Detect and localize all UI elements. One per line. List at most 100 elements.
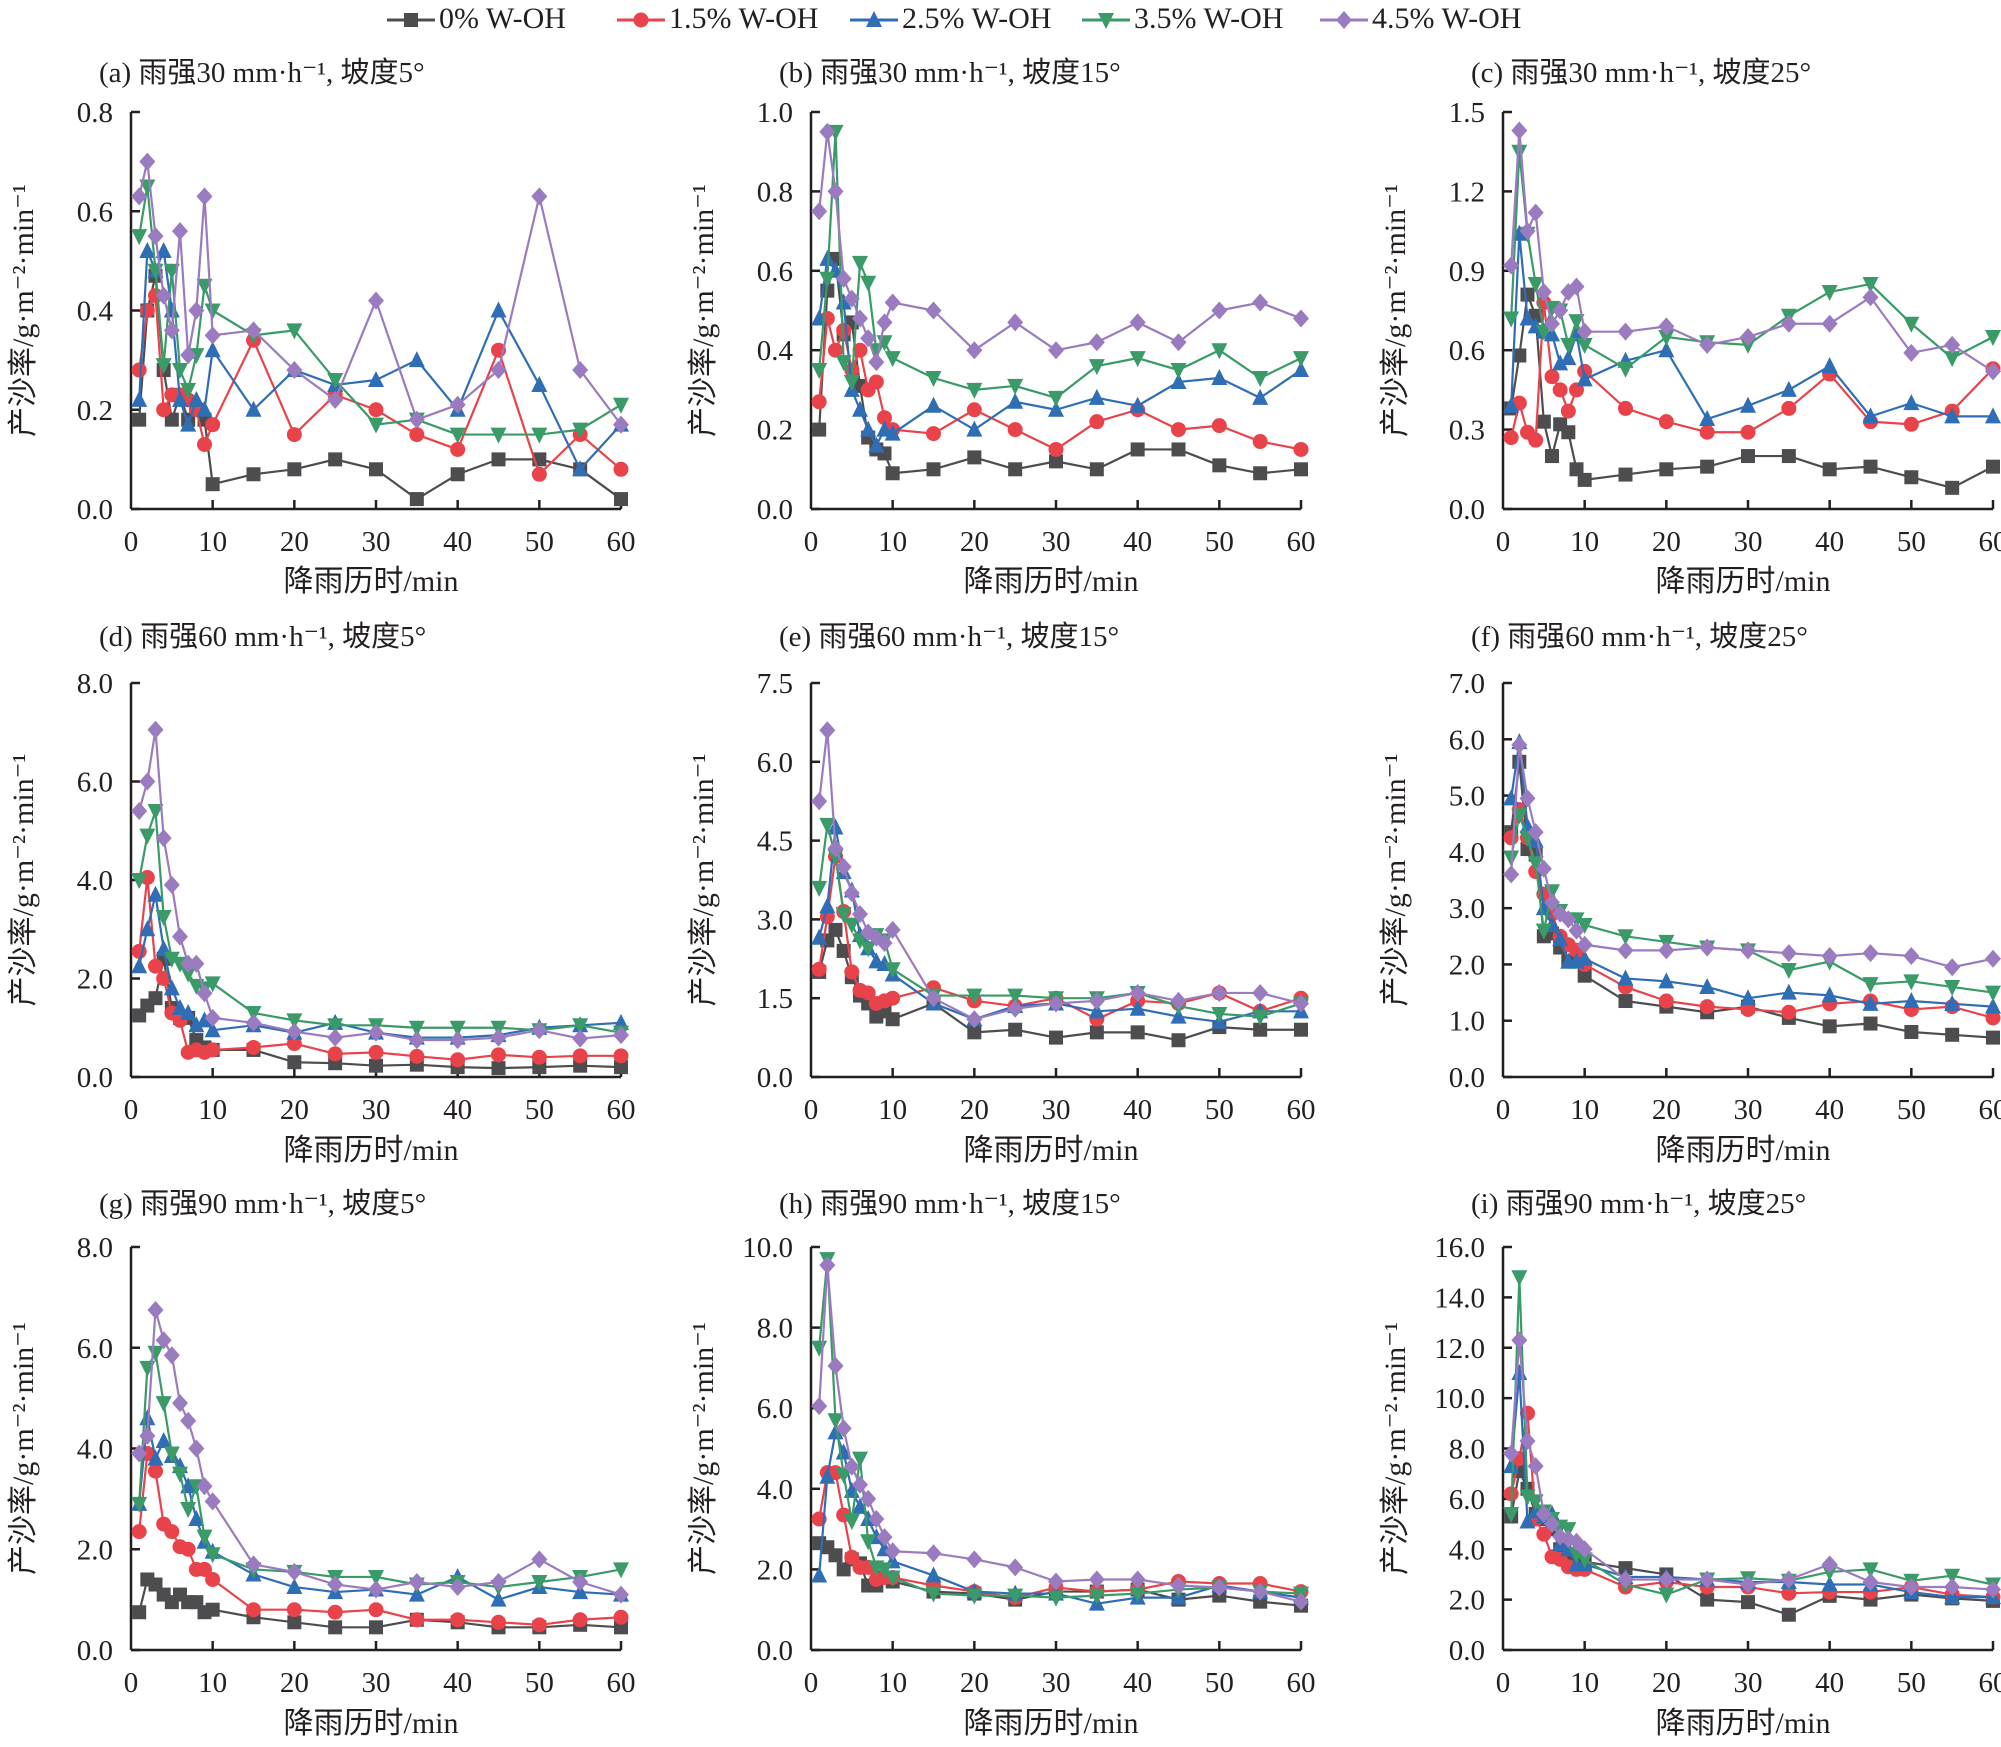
data-point bbox=[1503, 865, 1520, 884]
data-point bbox=[1903, 343, 1920, 362]
data-point bbox=[1129, 999, 1146, 1016]
data-point bbox=[860, 329, 877, 348]
data-point bbox=[1294, 1022, 1308, 1037]
data-point bbox=[1211, 343, 1228, 360]
data-point bbox=[811, 961, 827, 977]
x-tick-label: 10 bbox=[1570, 526, 1599, 558]
data-point bbox=[1211, 368, 1228, 385]
series-line bbox=[818, 130, 1302, 364]
series-line bbox=[1510, 760, 1994, 1039]
data-point bbox=[188, 1439, 205, 1458]
x-tick-label: 50 bbox=[1897, 526, 1926, 558]
data-point bbox=[1089, 1025, 1104, 1040]
x-tick-label: 10 bbox=[1570, 1667, 1599, 1699]
series-line bbox=[818, 257, 1302, 447]
data-point bbox=[828, 1548, 843, 1563]
x-tick-label: 0 bbox=[804, 1667, 819, 1699]
data-point bbox=[1170, 1007, 1187, 1024]
x-tick-label: 10 bbox=[198, 1094, 227, 1126]
data-point bbox=[614, 1060, 628, 1075]
data-point bbox=[131, 957, 148, 974]
y-tick-label: 4.0 bbox=[757, 1474, 793, 1506]
data-point bbox=[1740, 1001, 1756, 1017]
data-point bbox=[1781, 400, 1797, 416]
data-point bbox=[147, 885, 164, 902]
series-4-5-w-oh bbox=[131, 1300, 629, 1604]
data-point bbox=[1129, 983, 1146, 1002]
series-3-5-w-oh bbox=[131, 804, 629, 1042]
data-point bbox=[196, 1011, 213, 1028]
data-point bbox=[1560, 403, 1576, 419]
data-point bbox=[1503, 396, 1520, 413]
legend-marker bbox=[866, 11, 882, 27]
y-tick-label: 0.0 bbox=[77, 494, 113, 526]
data-point bbox=[1503, 1444, 1520, 1463]
data-point bbox=[1699, 977, 1716, 994]
data-point bbox=[1552, 930, 1569, 947]
x-tick-label: 40 bbox=[443, 526, 472, 558]
data-point bbox=[1527, 203, 1544, 222]
y-axis-label: 产沙率/g·m⁻²·min⁻¹ bbox=[1379, 184, 1412, 437]
data-point bbox=[811, 202, 828, 221]
x-axis-label: 降雨历时/min bbox=[1655, 565, 1830, 598]
data-point bbox=[131, 187, 148, 206]
y-tick-label: 1.0 bbox=[1449, 1006, 1485, 1038]
data-point bbox=[204, 326, 221, 345]
data-point bbox=[860, 1489, 877, 1508]
data-point bbox=[1780, 314, 1797, 333]
data-point bbox=[827, 1423, 844, 1440]
data-point bbox=[967, 450, 982, 465]
x-axis-label: 降雨历时/min bbox=[963, 1707, 1138, 1740]
data-point bbox=[613, 1026, 629, 1045]
data-point bbox=[852, 309, 868, 328]
panel-title: (e) 雨强60 mm·h⁻¹, 坡度15° bbox=[779, 620, 1119, 653]
series-line bbox=[1510, 1339, 1994, 1591]
data-point bbox=[811, 1340, 828, 1357]
data-point bbox=[819, 897, 836, 914]
data-point bbox=[572, 1572, 589, 1591]
x-axis-label: 降雨历时/min bbox=[283, 1134, 458, 1167]
data-point bbox=[328, 1620, 343, 1635]
data-point bbox=[1576, 337, 1593, 354]
data-point bbox=[966, 988, 983, 1005]
data-point bbox=[925, 1566, 942, 1583]
data-point bbox=[164, 412, 179, 427]
data-point bbox=[180, 966, 197, 983]
data-point bbox=[147, 227, 164, 246]
x-tick-label: 20 bbox=[960, 1094, 989, 1126]
data-point bbox=[1741, 449, 1755, 464]
data-point bbox=[1699, 410, 1716, 427]
data-point bbox=[1544, 369, 1560, 385]
data-point bbox=[1863, 459, 1878, 474]
data-point bbox=[197, 1561, 212, 1577]
data-point bbox=[819, 122, 836, 141]
data-point bbox=[613, 461, 629, 477]
data-point bbox=[409, 1612, 425, 1628]
data-point bbox=[1577, 472, 1592, 487]
y-tick-label: 6.0 bbox=[1449, 724, 1485, 756]
x-tick-label: 60 bbox=[1979, 1667, 2001, 1699]
data-point bbox=[286, 1022, 303, 1041]
data-point bbox=[531, 1574, 548, 1591]
data-point bbox=[1503, 430, 1519, 446]
data-point bbox=[1519, 222, 1536, 241]
data-point bbox=[449, 395, 466, 414]
data-point bbox=[819, 817, 836, 834]
data-point bbox=[1569, 462, 1584, 477]
data-point bbox=[1088, 1588, 1105, 1605]
legend-label: 2.5% W-OH bbox=[902, 2, 1052, 35]
y-tick-label: 0.6 bbox=[77, 196, 113, 228]
series-line bbox=[1510, 129, 1994, 373]
data-point bbox=[1544, 314, 1560, 333]
data-point bbox=[147, 1345, 164, 1362]
data-point bbox=[1863, 1016, 1878, 1031]
data-point bbox=[490, 1028, 507, 1047]
data-point bbox=[1985, 997, 2001, 1014]
data-point bbox=[1007, 392, 1024, 409]
data-point bbox=[811, 363, 828, 380]
x-tick-label: 0 bbox=[1496, 1667, 1511, 1699]
x-tick-label: 30 bbox=[362, 1094, 391, 1126]
data-point bbox=[1780, 944, 1797, 963]
data-point bbox=[1617, 361, 1634, 378]
x-tick-label: 20 bbox=[960, 1667, 989, 1699]
